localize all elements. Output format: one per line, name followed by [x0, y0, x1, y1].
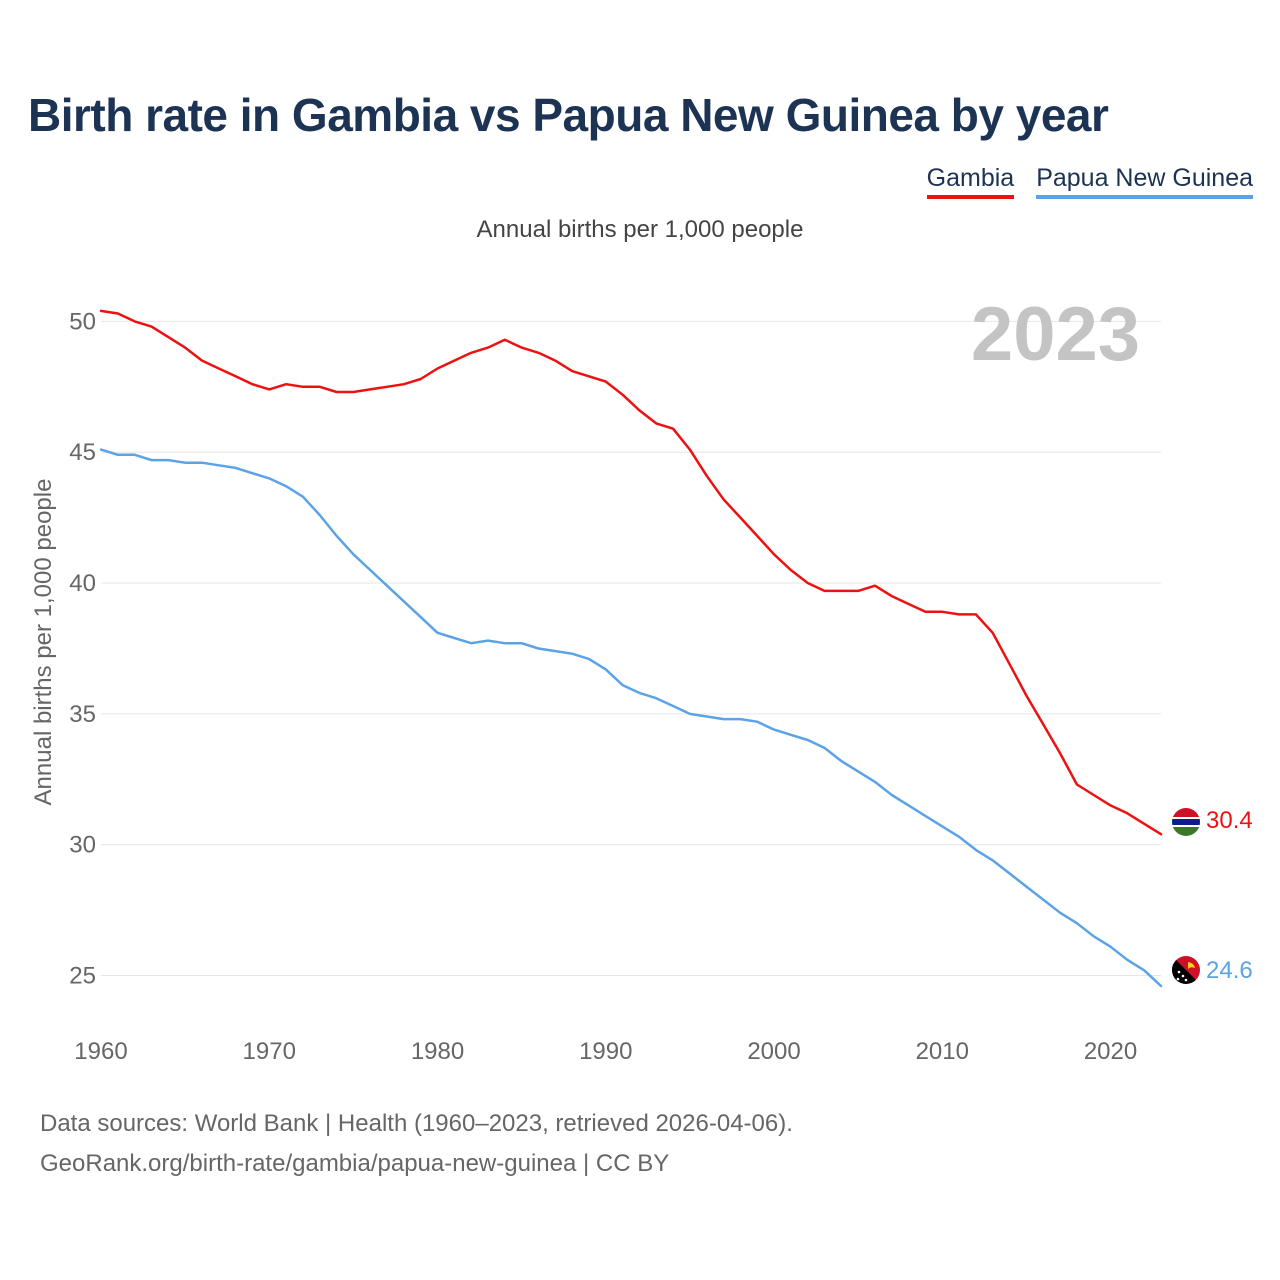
- legend-item-papua-new-guinea[interactable]: Papua New Guinea: [1036, 164, 1253, 199]
- footer-link: GeoRank.org/birth-rate/gambia/papua-new-…: [40, 1150, 670, 1177]
- year-watermark: 2023: [971, 292, 1140, 377]
- y-tick-labels: 25 30 35 40 45 50: [69, 308, 96, 989]
- papua-new-guinea-end-value: 24.6: [1206, 957, 1253, 984]
- y-tick-label-45: 45: [69, 439, 96, 466]
- legend-item-gambia[interactable]: Gambia: [926, 164, 1015, 199]
- x-tick-label-2000: 2000: [747, 1038, 800, 1065]
- papua-new-guinea-flag-icon: [1172, 956, 1200, 984]
- gambia-end-value: 30.4: [1206, 807, 1253, 834]
- y-tick-label-30: 30: [69, 832, 96, 859]
- gambia-flag-icon: [1172, 808, 1200, 836]
- series-lines: [99, 309, 1163, 988]
- grid-lines: [101, 320, 1161, 977]
- y-tick-label-35: 35: [69, 701, 96, 728]
- y-tick-label-40: 40: [69, 570, 96, 597]
- y-tick-label-50: 50: [69, 308, 96, 335]
- x-tick-label-1980: 1980: [411, 1038, 464, 1065]
- page-title: Birth rate in Gambia vs Papua New Guinea…: [28, 89, 1109, 141]
- footer-sources: Data sources: World Bank | Health (1960–…: [40, 1110, 793, 1137]
- footer: Data sources: World Bank | Health (1960–…: [40, 1104, 793, 1184]
- gambia-line: [99, 309, 1163, 836]
- chart-subtitle: Annual births per 1,000 people: [476, 216, 804, 243]
- legend: Gambia Papua New Guinea: [926, 164, 1253, 199]
- y-axis-label: Annual births per 1,000 people: [30, 479, 57, 806]
- y-tick-label-25: 25: [69, 963, 96, 990]
- x-tick-label-2010: 2010: [916, 1038, 969, 1065]
- papua-new-guinea-line: [99, 448, 1163, 988]
- x-tick-label-1970: 1970: [243, 1038, 296, 1065]
- x-tick-label-1990: 1990: [579, 1038, 632, 1065]
- x-tick-label-2020: 2020: [1084, 1038, 1137, 1065]
- x-tick-label-1960: 1960: [74, 1038, 127, 1065]
- x-tick-labels: 1960 1970 1980 1990 2000 2010 2020: [74, 1038, 1137, 1065]
